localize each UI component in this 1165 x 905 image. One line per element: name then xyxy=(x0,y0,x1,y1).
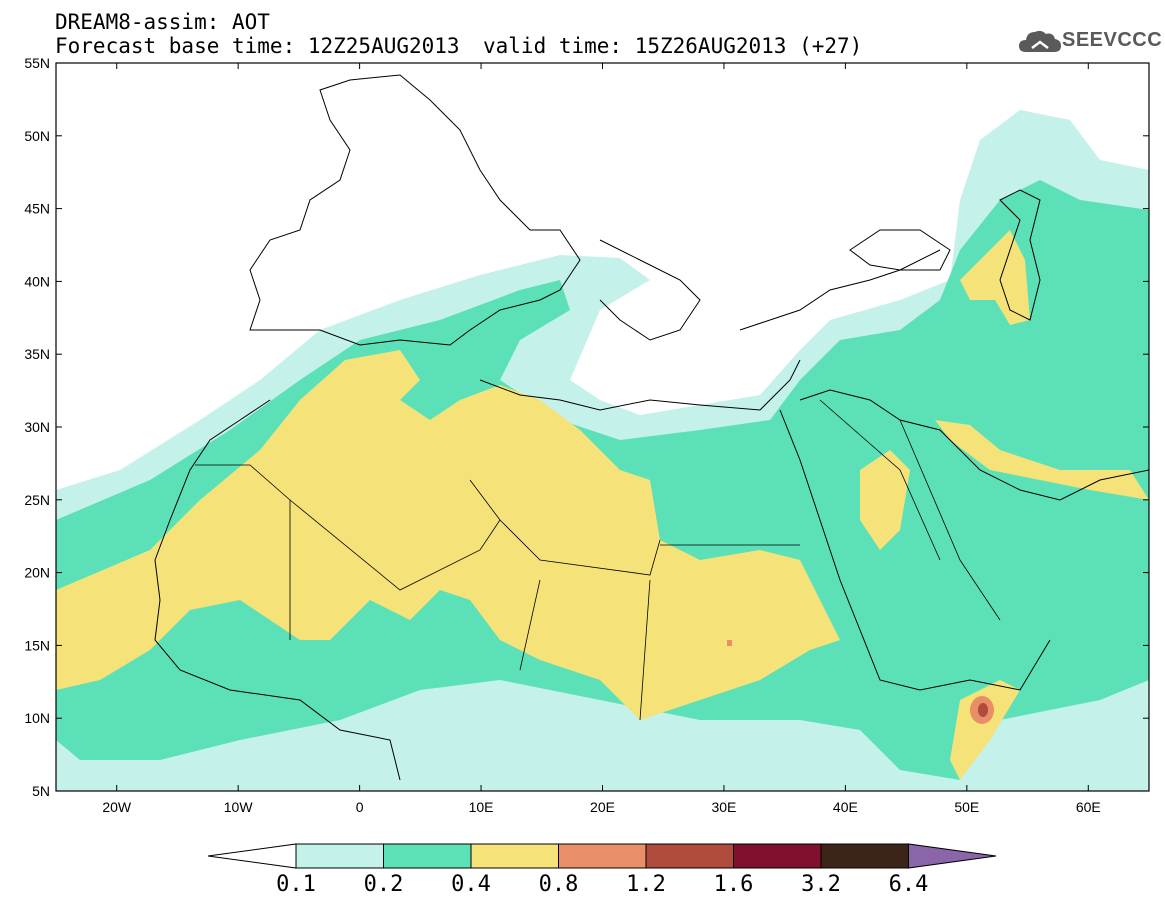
aot-field xyxy=(56,74,1149,791)
lon-label: 10E xyxy=(469,799,494,815)
colorbar-level-label: 3.2 xyxy=(801,872,841,897)
colorbar-below-arrow xyxy=(207,843,297,869)
colorbar-level-label: 1.2 xyxy=(626,872,666,897)
lat-label: 15N xyxy=(24,637,50,653)
lat-label: 50N xyxy=(24,128,50,144)
lat-label: 10N xyxy=(24,710,50,726)
lat-label: 35N xyxy=(24,346,50,362)
colorbar-swatch xyxy=(820,843,909,869)
lon-label: 60E xyxy=(1076,799,1101,815)
coastlines xyxy=(154,74,1149,781)
lon-label: 30E xyxy=(711,799,736,815)
seevccc-logo: SEEVCCC xyxy=(1018,26,1162,56)
lon-label: 0 xyxy=(356,799,364,815)
lat-label: 20N xyxy=(24,565,50,581)
colorbar-level-label: 1.6 xyxy=(713,872,754,897)
colorbar-above-arrow xyxy=(908,843,997,869)
country-borders xyxy=(195,399,1001,721)
forecast-base-time: Forecast base time: 12Z25AUG2013 xyxy=(55,34,460,58)
colorbar-swatch xyxy=(383,843,472,869)
lat-axis: 55N 50N 45N 40N 35N 30N 25N 20N 15N 10N 5N xyxy=(24,55,1149,799)
colorbar-swatch xyxy=(733,843,822,869)
aot-contour-0.4-arabia xyxy=(860,450,910,550)
colorbar-level-label: 6.4 xyxy=(888,872,929,897)
colorbar-level-label: 0.2 xyxy=(363,872,404,897)
colorbar-swatch xyxy=(470,843,559,869)
lon-label: 10W xyxy=(224,799,254,815)
aot-contour-0.4-caspian xyxy=(960,230,1030,325)
valid-time: valid time: 15Z26AUG2013 (+27) xyxy=(483,34,863,58)
chart-title: DREAM8-assim: AOT xyxy=(55,10,270,34)
colorbar-swatch xyxy=(645,843,734,869)
aot-contour-1.2 xyxy=(978,703,988,717)
lon-axis: 20W 10W 0 10E 20E 30E 40E 50E 60E xyxy=(102,63,1101,815)
aot-contour-0.4-somalia xyxy=(950,680,1020,780)
aot-contour-0.4 xyxy=(56,350,840,720)
lat-label: 40N xyxy=(24,273,50,289)
lon-label: 20W xyxy=(102,799,132,815)
cloud-icon xyxy=(1019,30,1061,52)
colorbar-level-label: 0.8 xyxy=(538,872,579,897)
colorbar-swatch xyxy=(295,843,384,869)
lat-label: 30N xyxy=(24,419,50,435)
lon-label: 50E xyxy=(954,799,979,815)
lat-label: 55N xyxy=(24,55,50,71)
lon-label: 20E xyxy=(590,799,615,815)
aot-contour-0.4-gulf xyxy=(935,420,1149,500)
lon-label: 40E xyxy=(833,799,858,815)
colorbar xyxy=(207,843,997,869)
colorbar-level-label: 0.4 xyxy=(451,872,491,897)
lat-label: 45N xyxy=(24,201,50,217)
lat-label: 5N xyxy=(32,783,50,799)
aot-contour-0.8-spot xyxy=(727,640,732,646)
colorbar-level-label: 0.1 xyxy=(276,872,316,897)
lat-label: 25N xyxy=(24,492,50,508)
logo-text: SEEVCCC xyxy=(1062,29,1163,51)
colorbar-swatch xyxy=(558,843,647,869)
